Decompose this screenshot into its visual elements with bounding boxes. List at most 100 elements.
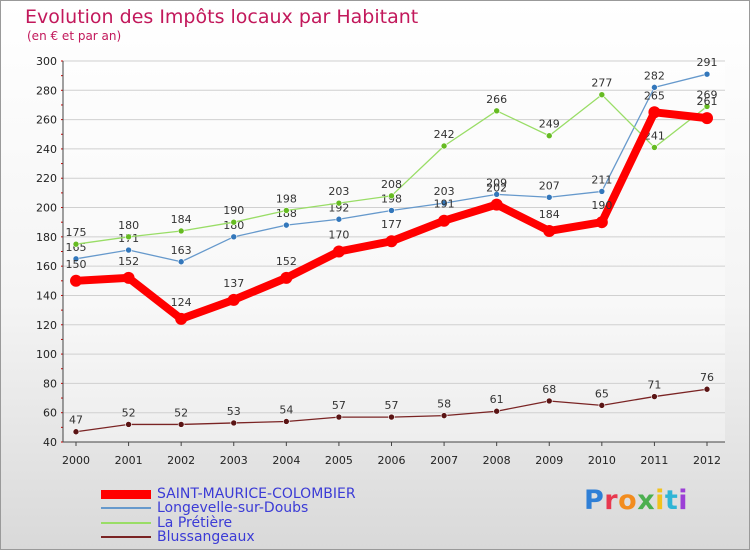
data-label: 152	[276, 255, 297, 268]
data-point	[72, 428, 80, 436]
legend-label: SAINT-MAURICE-COLOMBIER	[157, 486, 356, 502]
x-tick-label: 2002	[167, 454, 195, 467]
data-point	[440, 199, 448, 207]
data-label: 47	[69, 414, 83, 427]
data-point	[283, 207, 290, 214]
data-label: 124	[171, 296, 192, 309]
data-label: 65	[595, 387, 609, 400]
logo-letter: i	[655, 485, 665, 516]
data-point	[651, 144, 658, 151]
data-label: 52	[174, 406, 188, 419]
y-tick-label: 180	[36, 231, 57, 244]
data-label: 190	[591, 199, 612, 212]
data-point	[72, 240, 80, 248]
data-label: 242	[434, 128, 455, 141]
data-point	[230, 419, 238, 427]
data-label: 52	[122, 406, 136, 419]
data-point	[598, 91, 606, 99]
data-label: 57	[385, 399, 399, 412]
data-point	[543, 224, 556, 237]
data-point	[440, 142, 448, 150]
data-label: 241	[644, 129, 665, 142]
data-label: 265	[644, 89, 665, 102]
x-tick-label: 2006	[378, 454, 406, 467]
legend-item-longevelle-sur-doubs: Longevelle-sur-Doubs	[101, 500, 309, 516]
legend-item-blussangeaux: Blussangeaux	[101, 529, 255, 545]
data-point	[335, 413, 343, 421]
x-tick-label: 2003	[220, 454, 248, 467]
chart-title: Evolution des Impôts locaux par Habitant	[25, 6, 419, 28]
legend-item-la-pretiere: La Prétière	[101, 515, 232, 531]
data-label: 282	[644, 69, 665, 82]
data-label: 76	[700, 371, 714, 384]
data-label: 203	[328, 185, 349, 198]
data-label: 202	[486, 182, 507, 195]
data-label: 191	[434, 198, 455, 211]
data-label: 152	[118, 255, 139, 268]
x-tick-label: 2008	[483, 454, 511, 467]
data-point	[651, 393, 658, 400]
data-point	[70, 274, 82, 287]
data-point	[598, 402, 606, 409]
data-label: 249	[539, 118, 560, 131]
x-tick-label: 2000	[62, 454, 90, 467]
data-point	[648, 106, 661, 119]
data-label: 184	[171, 213, 192, 226]
data-point	[595, 216, 608, 229]
data-point	[493, 191, 500, 198]
data-point	[388, 413, 395, 421]
data-label: 58	[437, 398, 451, 411]
data-point	[701, 112, 713, 125]
data-label: 68	[542, 383, 556, 396]
data-label: 209	[486, 176, 507, 189]
data-point	[72, 255, 80, 263]
x-tick-label: 2011	[640, 454, 668, 467]
data-point	[230, 218, 238, 226]
data-label: 71	[647, 379, 661, 392]
data-point	[283, 221, 290, 229]
data-point	[438, 214, 451, 227]
data-label: 203	[434, 185, 455, 198]
y-tick-label: 300	[36, 55, 57, 68]
data-label: 207	[539, 179, 560, 192]
data-label: 184	[539, 208, 560, 221]
legend-item-saint-maurice-colombier: SAINT-MAURICE-COLOMBIER	[101, 486, 356, 502]
data-point	[490, 198, 503, 211]
data-point	[175, 312, 188, 325]
data-point	[703, 385, 711, 393]
y-tick-label: 140	[36, 289, 57, 302]
legend-label: Longevelle-sur-Doubs	[157, 500, 309, 516]
data-label: 211	[591, 173, 612, 186]
data-label: 177	[381, 218, 402, 231]
y-tick-label: 40	[43, 436, 57, 449]
data-point	[335, 215, 343, 223]
data-label: 208	[381, 178, 402, 191]
data-label: 150	[66, 258, 87, 271]
legend-swatch	[101, 507, 151, 509]
x-tick-label: 2005	[325, 454, 353, 467]
data-point	[230, 233, 238, 241]
data-label: 61	[490, 393, 504, 406]
data-point	[651, 84, 658, 91]
x-tick-label: 2012	[693, 454, 721, 467]
data-point	[388, 192, 395, 200]
data-point	[493, 107, 500, 115]
x-tick-label: 2010	[588, 454, 616, 467]
x-tick-label: 2007	[430, 454, 458, 467]
data-label: 57	[332, 399, 346, 412]
logo-letter: t	[664, 485, 679, 516]
logo-letter: x	[637, 485, 656, 516]
data-point	[125, 233, 132, 241]
data-point	[545, 193, 553, 201]
data-label: 175	[66, 226, 87, 239]
data-label: 266	[486, 93, 507, 106]
data-point	[125, 246, 132, 254]
y-tick-label: 120	[36, 319, 57, 332]
legend-swatch	[101, 536, 151, 538]
logo-letter: i	[678, 485, 689, 516]
data-point	[385, 235, 398, 248]
y-tick-label: 200	[36, 202, 57, 215]
data-point	[125, 421, 132, 428]
data-label: 163	[171, 244, 192, 257]
